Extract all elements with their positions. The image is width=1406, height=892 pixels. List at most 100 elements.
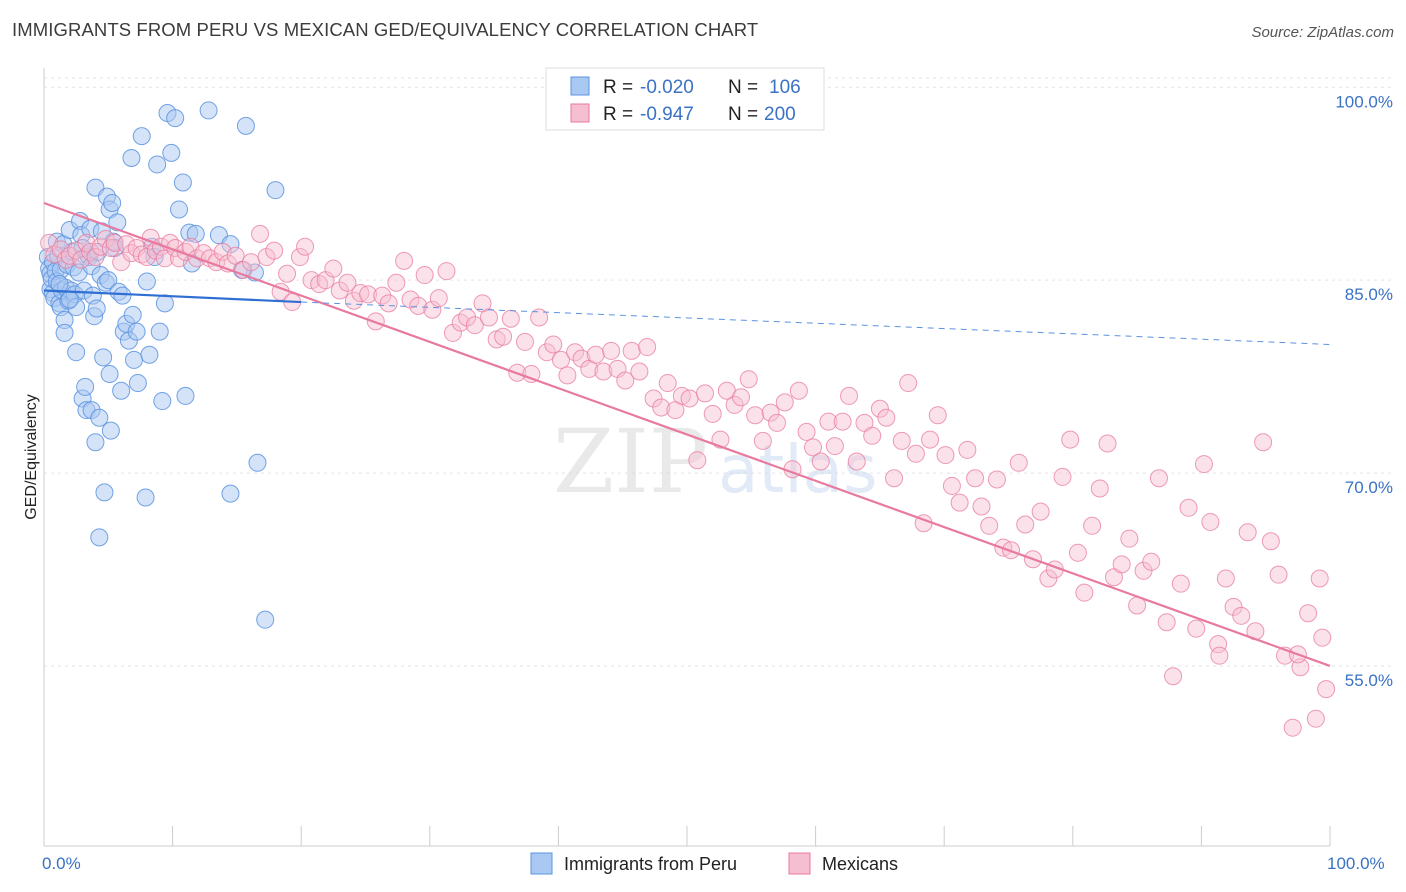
legend-swatch-mexican <box>570 103 590 123</box>
peru-point <box>112 381 131 400</box>
mexican-point <box>465 316 484 335</box>
mexican-point <box>1090 479 1109 498</box>
mexican-point <box>638 338 657 357</box>
mexican-point <box>359 285 378 304</box>
peru-point <box>108 213 127 232</box>
peru-point <box>95 483 114 502</box>
peru-point <box>76 377 95 396</box>
mexican-point <box>395 251 414 270</box>
mexican-point <box>105 233 124 252</box>
mexican-point <box>117 235 136 254</box>
mexican-point <box>789 381 808 400</box>
source-label: Source: ZipAtlas.com <box>1251 24 1394 41</box>
mexican-point <box>586 345 605 364</box>
peru-point <box>60 290 79 309</box>
x-tick-label-max: 100.0% <box>1327 854 1385 873</box>
peru-point <box>137 272 156 291</box>
mexican-point <box>819 412 838 431</box>
mexican-point <box>753 431 772 450</box>
mexican-point <box>437 262 456 281</box>
bottom-legend-mexican: Mexicans <box>822 854 898 874</box>
mexican-point <box>928 406 947 425</box>
trend-lines <box>43 201 1331 668</box>
mexican-point <box>51 240 70 259</box>
y-tick-label: 100.0% <box>1335 92 1393 111</box>
mexican-point <box>1068 543 1087 562</box>
mexican-point <box>863 426 882 445</box>
peru-point <box>148 155 167 174</box>
peru-trend-extension <box>301 301 1331 345</box>
mexican-point <box>885 469 904 488</box>
mexican-point <box>373 286 392 305</box>
mexican-point <box>1149 469 1168 488</box>
mexican-point <box>1310 569 1329 588</box>
mexican-point <box>1224 597 1243 616</box>
mexican-point <box>616 371 635 390</box>
mexican-point <box>1299 604 1318 623</box>
bottom-legend-peru: Immigrants from Peru <box>564 854 737 874</box>
peru-points <box>38 101 285 629</box>
peru-point <box>103 194 122 213</box>
mexican-point <box>847 452 866 471</box>
mexican-point <box>226 246 245 265</box>
peru-point <box>132 127 151 146</box>
mexican-point <box>387 273 406 292</box>
mexican-point <box>921 430 940 449</box>
peru-point <box>90 528 109 547</box>
mexican-point <box>1216 569 1235 588</box>
mexican-point <box>658 374 677 393</box>
y-tick-label: 70.0% <box>1345 478 1393 497</box>
mexican-point <box>644 389 663 408</box>
stats-legend: R = -0.020 N = 106 R = -0.947 N = 200 <box>545 67 825 131</box>
mexican-point <box>479 308 498 327</box>
peru-trend-line <box>43 289 302 304</box>
legend-peru-n-value: 106 <box>769 77 801 98</box>
mexican-point <box>877 408 896 427</box>
mexican-point <box>1157 613 1176 632</box>
peru-point <box>173 173 192 192</box>
mexican-point <box>338 273 357 292</box>
peru-point <box>113 286 132 305</box>
mexican-point <box>942 476 961 495</box>
mexican-point <box>265 241 284 260</box>
mexican-point <box>81 242 100 261</box>
mexican-point <box>1083 516 1102 535</box>
mexican-point <box>324 259 343 278</box>
peru-point <box>50 275 69 294</box>
mexican-point <box>1164 667 1183 686</box>
peru-point <box>100 365 119 384</box>
mexican-point <box>732 388 751 407</box>
peru-point <box>101 421 120 440</box>
mexican-point <box>278 264 297 283</box>
peru-point <box>221 235 240 254</box>
mexican-point <box>958 440 977 459</box>
mexican-point <box>899 374 918 393</box>
peru-point <box>176 386 195 405</box>
mexican-point <box>544 335 563 354</box>
mexican-point <box>906 444 925 463</box>
peru-point <box>150 322 169 341</box>
mexican-point <box>768 413 787 432</box>
mexican-point <box>739 370 758 389</box>
mexican-point <box>443 323 462 342</box>
mexican-point <box>630 362 649 381</box>
peru-point <box>266 181 285 200</box>
mexican-point <box>1317 680 1336 699</box>
mexican-point <box>680 389 699 408</box>
peru-point <box>170 200 189 219</box>
grid-lines <box>44 77 1392 667</box>
mexican-point <box>825 437 844 456</box>
mexican-point <box>1201 512 1220 531</box>
mexican-point <box>257 248 276 267</box>
mexican-point <box>622 341 641 360</box>
y-axis-label: GED/Equivalency <box>23 394 40 519</box>
mexican-point <box>132 245 151 264</box>
peru-point <box>122 149 141 168</box>
mexican-point <box>77 233 96 252</box>
mexican-point <box>746 406 765 425</box>
legend-mexican-n-value: 200 <box>764 104 796 125</box>
mexican-point <box>290 248 309 267</box>
peru-point <box>166 109 185 128</box>
peru-point <box>248 453 267 472</box>
mexican-point <box>892 431 911 450</box>
